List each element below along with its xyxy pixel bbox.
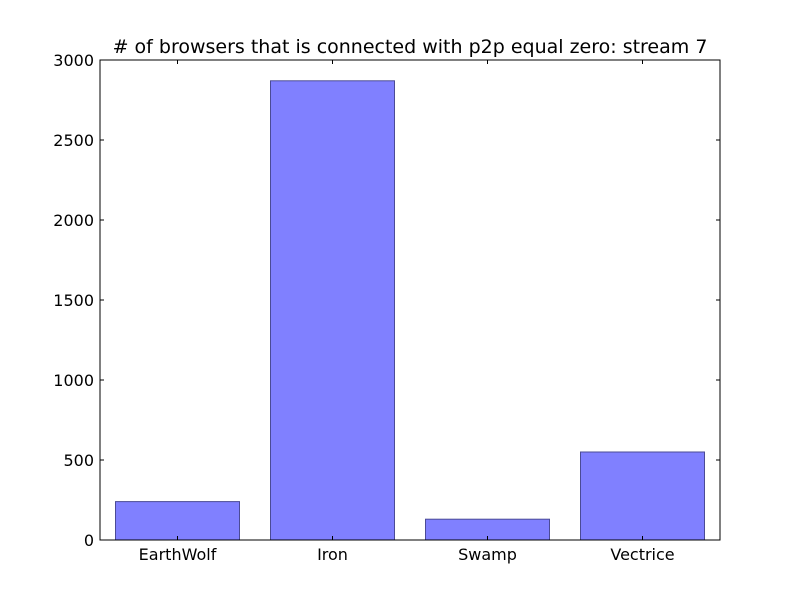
x-tick-label: Vectrice — [610, 545, 674, 564]
bar-iron — [270, 80, 395, 541]
y-tick-label: 1000 — [53, 371, 94, 390]
y-tick-label: 2000 — [53, 211, 94, 230]
y-tick-label: 1500 — [53, 291, 94, 310]
x-tick-label: Iron — [317, 545, 348, 564]
y-tick-label: 3000 — [53, 51, 94, 70]
plot-frame — [99, 59, 721, 541]
y-tick-label: 500 — [63, 451, 94, 470]
bar-vectrice — [580, 451, 705, 541]
chart-title: # of browsers that is connected with p2p… — [113, 36, 708, 58]
bars-group — [115, 80, 705, 541]
y-tick-label: 2500 — [53, 131, 94, 150]
x-tick-label: Swamp — [458, 545, 517, 564]
x-tick-label: EarthWolf — [139, 545, 217, 564]
ticks-group: EarthWolf Iron Swamp Vectrice 0 500 1000 1500 20… — [53, 51, 720, 564]
bar-earthwolf — [115, 501, 240, 541]
y-tick-label: 0 — [84, 531, 94, 550]
